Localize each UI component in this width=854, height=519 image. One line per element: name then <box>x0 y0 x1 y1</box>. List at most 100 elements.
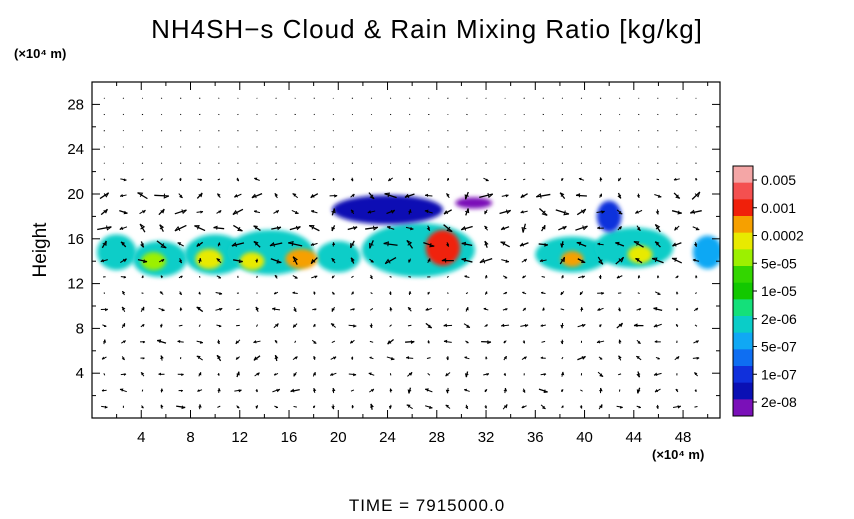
wind-vector-136 <box>218 146 220 148</box>
wind-vector-head-49 <box>143 259 148 264</box>
wind-vector-head-114 <box>199 178 203 181</box>
wind-vector-head-51 <box>139 223 146 230</box>
wind-vector-head-570 <box>633 241 640 246</box>
wind-vector-532 <box>596 210 605 214</box>
wind-vector-head-624 <box>695 340 699 344</box>
wind-vector-head-392 <box>465 208 470 214</box>
wind-vector-524 <box>596 340 605 344</box>
wind-vector-371 <box>443 224 453 233</box>
wind-vector-head-166 <box>255 306 260 311</box>
wind-vector-417 <box>485 130 487 132</box>
wind-vector-409 <box>479 258 493 264</box>
wind-vector-head-510 <box>576 241 582 246</box>
y-axis: 4 8 12 16 20 24 28 <box>67 96 720 397</box>
wind-vector-head-103 <box>196 355 201 360</box>
wind-vector-head-543 <box>618 355 622 360</box>
wind-vector-head-46 <box>141 306 145 311</box>
wind-vector-head-460 <box>541 405 546 410</box>
wind-vector-201 <box>290 388 300 393</box>
colorbar-label: 2e-08 <box>761 394 797 410</box>
wind-vector-head-382 <box>464 373 469 378</box>
wind-vector-134 <box>217 178 221 181</box>
wind-vector-head-121 <box>217 388 221 392</box>
wind-vector-366 <box>447 308 449 311</box>
wind-vector-head-222 <box>313 372 316 376</box>
wind-vector-head-153 <box>234 193 238 198</box>
x-tick-label: 8 <box>186 429 194 446</box>
wind-vector-head-213 <box>292 193 297 197</box>
wind-vector-head-21 <box>119 388 124 392</box>
y-tick-label: 20 <box>67 186 84 203</box>
y-tick-label: 16 <box>67 231 84 248</box>
wind-vector-head-68 <box>160 275 164 278</box>
wind-vector-556 <box>618 146 621 148</box>
mixing-region-4 <box>316 241 361 273</box>
wind-vector-head-208 <box>294 276 298 279</box>
wind-vector-238 <box>313 113 315 116</box>
wind-vector-364 <box>443 340 452 343</box>
wind-vector-head-509 <box>580 259 586 264</box>
wind-vector-head-264 <box>349 340 354 344</box>
wind-vector-189 <box>270 258 282 264</box>
wind-vector-303 <box>386 356 395 360</box>
wind-vector-head-205 <box>292 324 297 328</box>
wind-vector-head-64 <box>157 339 162 343</box>
wind-vector-head-191 <box>276 226 282 231</box>
wind-vector-head-585 <box>653 323 658 328</box>
colorbar-label: 0.0002 <box>761 228 804 244</box>
wind-vector-head-623 <box>696 356 700 360</box>
wind-vector-636 <box>695 146 697 148</box>
wind-vector-head-471 <box>541 225 546 230</box>
wind-vector-head-282 <box>368 372 372 376</box>
wind-vector-141 <box>234 389 242 392</box>
wind-vector-head-43 <box>142 357 145 360</box>
wind-vector-head-304 <box>387 340 392 345</box>
wind-vector-509 <box>577 258 586 264</box>
wind-vector-head-523 <box>599 357 603 360</box>
wind-vector-head-242 <box>329 372 334 376</box>
wind-vector-head-9 <box>100 258 104 263</box>
wind-vector-head-45 <box>141 324 145 327</box>
wind-vector-head-309 <box>384 258 391 264</box>
wind-vector-head-252 <box>331 208 336 214</box>
wind-vector-head-583 <box>657 357 660 360</box>
wind-vector-head-386 <box>465 307 469 311</box>
wind-vector-head-209 <box>292 256 298 262</box>
wind-vector-head-271 <box>353 226 358 231</box>
chart-title: NH4SH−s Cloud & Rain Mixing Ratio [kg/kg… <box>151 14 703 44</box>
wind-vector-359 <box>428 97 430 99</box>
wind-vector-549 <box>615 256 624 265</box>
wind-vector-head-362 <box>445 372 449 377</box>
wind-vector-569 <box>635 257 643 264</box>
y-tick-label: 12 <box>67 276 84 293</box>
wind-vector-126 <box>215 307 223 311</box>
wind-vector-620 <box>694 405 698 408</box>
wind-vector-head-53 <box>137 192 144 198</box>
wind-vector-head-151 <box>237 226 243 232</box>
wind-vector-head-566 <box>638 308 642 311</box>
wind-vector-head-161 <box>255 389 258 393</box>
wind-vector-head-470 <box>544 243 549 247</box>
wind-vector-633 <box>691 191 701 200</box>
wind-vector-168 <box>256 275 258 279</box>
wind-vector-331 <box>405 226 414 230</box>
wind-vector-head-289 <box>370 259 374 263</box>
wind-vector-head-228 <box>314 275 318 279</box>
wind-vector-head-206 <box>293 308 297 313</box>
wind-vector-head-600 <box>677 405 682 409</box>
wind-vector-286 <box>369 308 374 311</box>
wind-vector-head-320 <box>406 404 411 408</box>
wind-vector-head-50 <box>140 243 145 248</box>
wind-vector-head-345 <box>427 324 432 329</box>
wind-vector-head-429 <box>505 259 510 263</box>
wind-vector-head-443 <box>523 356 527 360</box>
x-tick-label: 20 <box>330 429 347 446</box>
wind-vector-head-292 <box>367 210 372 214</box>
wind-vector-head-210 <box>288 241 294 247</box>
wind-vector-191 <box>271 226 282 230</box>
wind-vector-head-283 <box>369 356 372 359</box>
wind-vector-164 <box>253 340 261 344</box>
colorbar-label: 1e-07 <box>761 366 797 382</box>
wind-vector-178 <box>256 113 258 116</box>
wind-vector-head-513 <box>575 193 581 198</box>
